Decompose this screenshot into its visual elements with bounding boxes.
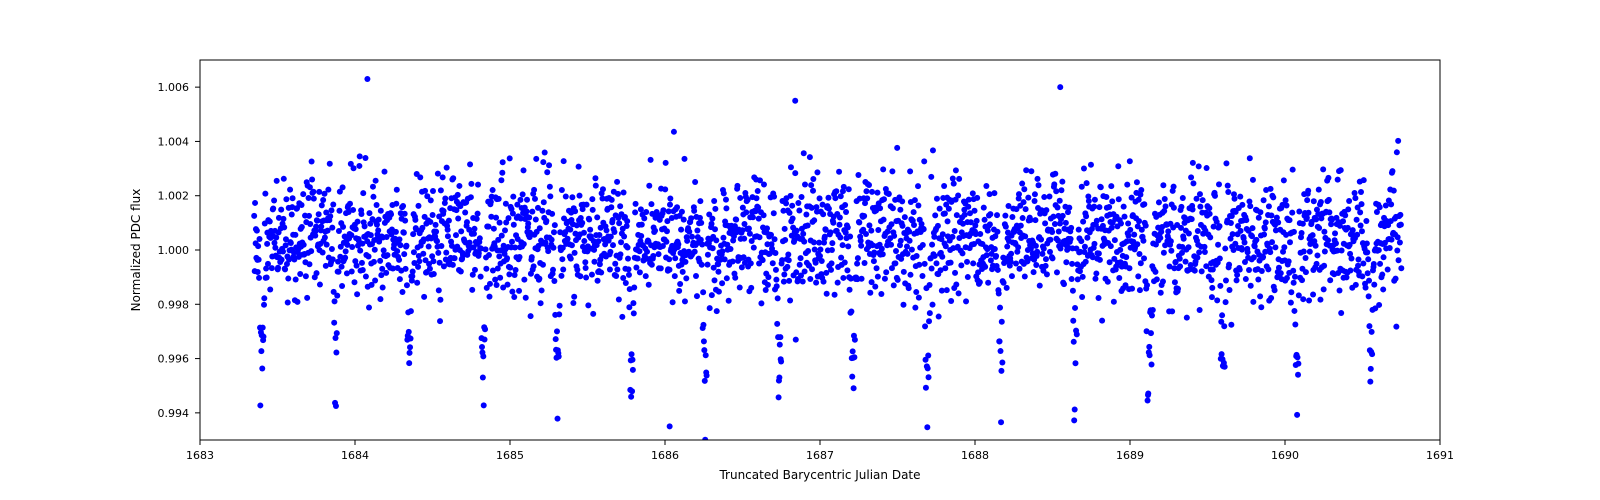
lightcurve-scatter: 1683 1684 1685 1686 1687 1688 1689 1690 1691 0.99… [0, 0, 1600, 500]
y-tick-label: 0.998 [158, 298, 190, 311]
x-tick-label: 1684 [341, 449, 369, 462]
x-tick-label: 1691 [1426, 449, 1454, 462]
y-axis-label: Normalized PDC flux [129, 189, 143, 312]
y-tick-label: 1.002 [158, 190, 190, 203]
x-tick-label: 1687 [806, 449, 834, 462]
x-tick-label: 1685 [496, 449, 524, 462]
y-tick-label: 1.000 [158, 244, 190, 257]
x-tick-label: 1690 [1271, 449, 1299, 462]
y-tick-label: 0.996 [158, 353, 190, 366]
y-tick-label: 1.004 [158, 135, 190, 148]
y-tick-label: 0.994 [158, 407, 190, 420]
x-tick-label: 1686 [651, 449, 679, 462]
x-axis-label: Truncated Barycentric Julian Date [718, 468, 920, 482]
x-tick-label: 1689 [1116, 449, 1144, 462]
x-tick-label: 1683 [186, 449, 214, 462]
chart-container: 1683 1684 1685 1686 1687 1688 1689 1690 1691 0.99… [0, 0, 1600, 500]
y-tick-label: 1.006 [158, 81, 190, 94]
x-tick-label: 1688 [961, 449, 989, 462]
